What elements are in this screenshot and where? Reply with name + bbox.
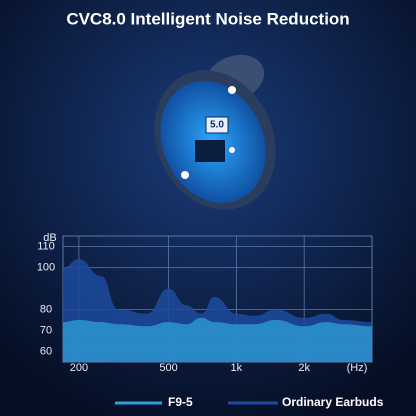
y-tick-label: 80	[40, 303, 52, 315]
y-tick-label: 60	[40, 345, 52, 357]
y-tick-label: 110	[37, 240, 55, 252]
chip-label: 5.0	[210, 120, 224, 131]
legend-label: F9-5	[168, 395, 193, 409]
series-area	[63, 317, 372, 362]
x-tick-label: 1k	[231, 362, 243, 374]
y-axis-label: dB	[43, 232, 56, 244]
y-tick-label: 70	[40, 324, 52, 336]
earbud-illustration: 5.0	[154, 54, 276, 210]
x-tick-label: 500	[159, 362, 177, 374]
x-tick-label: 2k	[298, 362, 310, 374]
y-tick-label: 100	[37, 261, 55, 273]
x-tick-label: 200	[70, 362, 88, 374]
x-axis-label: (Hz)	[347, 362, 368, 374]
chart-title: CVC8.0 Intelligent Noise Reduction	[66, 9, 349, 28]
legend-label: Ordinary Earbuds	[282, 395, 384, 409]
